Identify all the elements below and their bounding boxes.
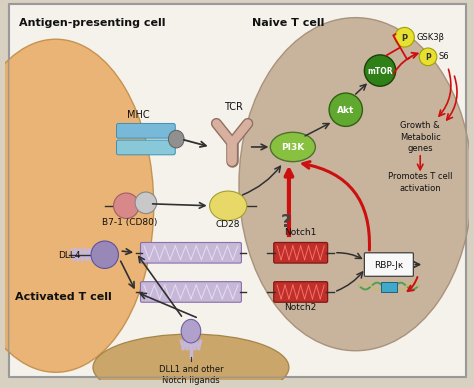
Text: Activated T cell: Activated T cell	[15, 292, 111, 302]
Text: Notch2: Notch2	[284, 303, 317, 312]
Text: Akt: Akt	[337, 106, 355, 115]
Ellipse shape	[0, 39, 154, 372]
Circle shape	[365, 55, 396, 86]
Circle shape	[91, 241, 118, 268]
Text: Growth &
Metabolic
genes: Growth & Metabolic genes	[400, 121, 441, 154]
Ellipse shape	[181, 319, 201, 343]
Text: GSK3β: GSK3β	[416, 33, 444, 42]
Ellipse shape	[270, 132, 315, 162]
Text: MHC: MHC	[127, 109, 149, 120]
Text: Naive T cell: Naive T cell	[252, 17, 324, 28]
Ellipse shape	[239, 17, 472, 351]
Ellipse shape	[168, 130, 184, 148]
Ellipse shape	[210, 191, 247, 220]
Text: S6: S6	[439, 52, 449, 61]
Circle shape	[135, 192, 157, 213]
Text: CD28: CD28	[216, 220, 240, 229]
FancyBboxPatch shape	[365, 253, 413, 276]
Text: DLL1 and other
Notch ligands: DLL1 and other Notch ligands	[159, 365, 223, 385]
Text: P: P	[401, 34, 408, 43]
FancyBboxPatch shape	[140, 282, 241, 302]
FancyBboxPatch shape	[274, 282, 328, 302]
Text: RBP-Jκ: RBP-Jκ	[374, 261, 403, 270]
Text: PI3K: PI3K	[281, 144, 304, 152]
Text: TCR: TCR	[224, 102, 243, 112]
Text: mTOR: mTOR	[367, 67, 393, 76]
Text: DLL4: DLL4	[58, 251, 80, 260]
Text: Notch1: Notch1	[284, 228, 317, 237]
Text: Antigen-presenting cell: Antigen-presenting cell	[18, 17, 165, 28]
Text: ?: ?	[281, 213, 292, 231]
FancyBboxPatch shape	[117, 140, 175, 155]
FancyBboxPatch shape	[117, 123, 175, 138]
Text: P: P	[425, 53, 431, 62]
Circle shape	[114, 193, 139, 218]
Text: Promotes T cell
activation: Promotes T cell activation	[388, 172, 453, 192]
Circle shape	[395, 28, 414, 47]
FancyBboxPatch shape	[9, 4, 465, 376]
Circle shape	[419, 48, 437, 66]
Circle shape	[329, 93, 363, 126]
FancyBboxPatch shape	[274, 242, 328, 263]
FancyBboxPatch shape	[140, 242, 241, 263]
Bar	[381, 282, 397, 292]
Text: B7-1 (CD80): B7-1 (CD80)	[101, 218, 157, 227]
Ellipse shape	[93, 334, 289, 388]
